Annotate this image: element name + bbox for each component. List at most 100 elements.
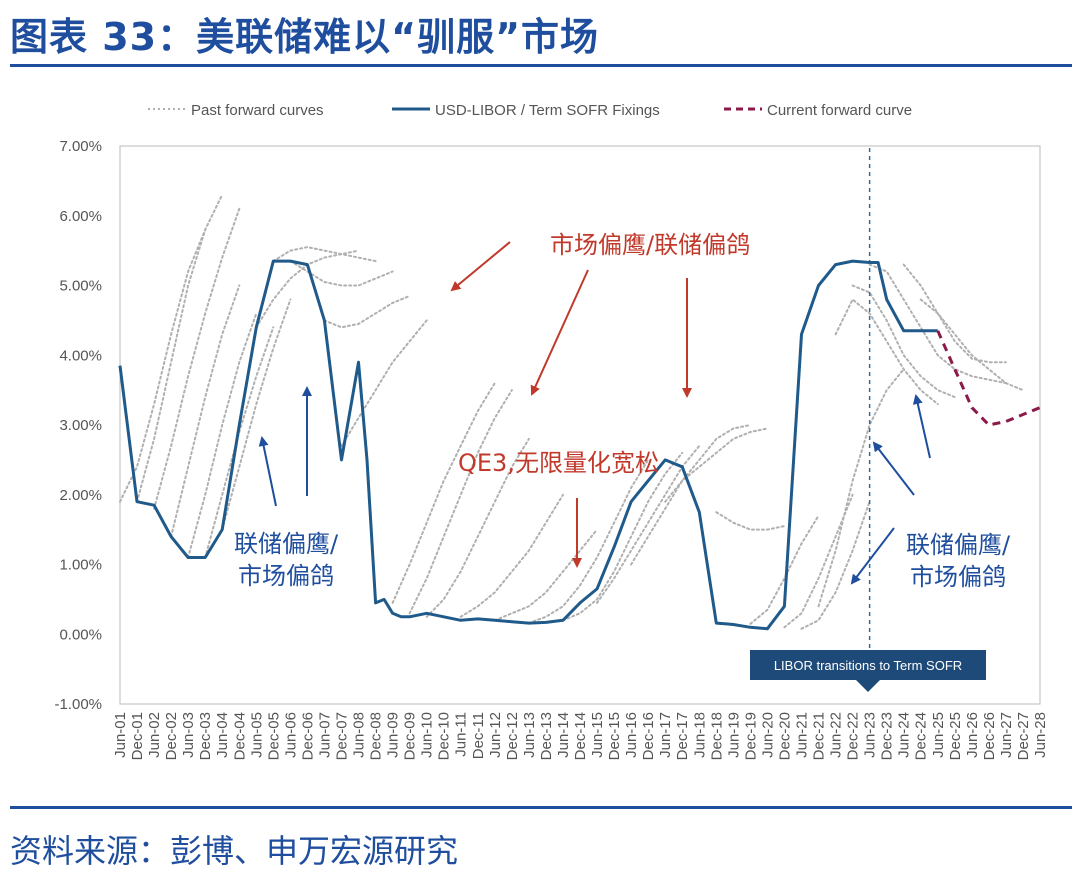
x-tick-label: Dec-07 [333, 712, 350, 760]
x-tick-label: Jun-19 [725, 712, 742, 758]
plot-area [119, 145, 1041, 705]
past-forward-curve [289, 260, 394, 287]
x-tick-label: Jun-08 [351, 712, 368, 758]
past-forward-curve [425, 437, 530, 618]
x-tick-label: Jun-22 [828, 712, 845, 758]
y-tick-label: 1.00% [59, 557, 102, 574]
x-tick-label: Jun-26 [964, 712, 981, 758]
x-tick-label: Dec-18 [708, 712, 725, 760]
x-tick-label: Jun-20 [759, 712, 776, 758]
annotation-fed-hawkish-right-2: 市场偏鸽 [910, 563, 1006, 591]
blue-annotations: 联储偏鹰/ 市场偏鸽 联储偏鹰/ 市场偏鸽 [234, 386, 1011, 591]
x-tick-label: Dec-23 [879, 712, 896, 760]
source-note: 资料来源：彭博、申万宏源研究 [10, 832, 459, 870]
x-tick-label: Dec-15 [606, 712, 623, 760]
x-tick-label: Dec-21 [811, 712, 828, 760]
legend-past-label: Past forward curves [191, 102, 324, 119]
past-forward-curve [408, 389, 513, 615]
y-tick-label: 0.00% [59, 626, 102, 643]
x-tick-label: Dec-09 [402, 712, 419, 760]
past-forward-curve [340, 319, 428, 447]
x-tick-label: Jun-21 [793, 712, 810, 758]
past-forward-curve [136, 193, 224, 503]
annotation-qe3: QE3,无限量化宽松 [458, 449, 659, 477]
past-forward-curve [459, 493, 564, 618]
x-tick-label: Jun-06 [282, 712, 299, 758]
y-tick-label: 2.00% [59, 487, 102, 504]
x-tick-label: Dec-19 [742, 712, 759, 760]
past-forward-curve [715, 511, 786, 531]
footer-divider [10, 806, 1072, 809]
x-tick-label: Jun-17 [657, 712, 674, 758]
libor-transition-banner: LIBOR transitions to Term SOFR [750, 650, 986, 692]
x-tick-label: Jun-28 [1032, 712, 1049, 758]
past-forward-curve [851, 284, 956, 399]
x-tick-label: Jun-12 [487, 712, 504, 758]
x-tick-label: Dec-13 [538, 712, 555, 760]
x-tick-label: Jun-16 [623, 712, 640, 758]
x-tick-label: Jun-04 [214, 712, 231, 758]
past-forward-curve [902, 263, 1007, 364]
x-tick-label: Dec-02 [163, 712, 180, 760]
x-tick-label: Jun-03 [180, 712, 197, 758]
y-axis: 7.00% 6.00% 5.00% 4.00% 3.00% 2.00% 1.00% 0.00%… [54, 138, 102, 713]
fixings-line [118, 259, 938, 631]
x-tick-label: Dec-03 [197, 712, 214, 760]
rate-chart: Past forward curves USD-LIBOR / Term SOF… [54, 102, 1049, 760]
x-tick-label: Jun-02 [146, 712, 163, 758]
x-tick-label: Dec-22 [845, 712, 862, 760]
past-forward-curve [170, 284, 241, 538]
x-tick-label: Dec-27 [1015, 712, 1032, 760]
past-forward-curve [562, 451, 684, 622]
x-tick-label: Jun-13 [521, 712, 538, 758]
x-tick-label: Dec-01 [129, 712, 146, 760]
arrow-blue-5 [912, 394, 931, 459]
y-tick-label: 7.00% [59, 138, 102, 155]
x-tick-label: Jun-25 [930, 712, 947, 758]
x-tick-label: Dec-16 [640, 712, 657, 760]
arrow-blue-1 [258, 436, 277, 507]
x-tick-label: Jun-05 [248, 712, 265, 758]
x-tick-label: Jun-10 [419, 712, 436, 758]
chart-legend: Past forward curves USD-LIBOR / Term SOF… [148, 102, 912, 119]
annotation-fed-hawkish-right-1: 联储偏鹰/ [906, 531, 1011, 559]
past-forward-curve [630, 424, 752, 566]
x-tick-label: Jun-11 [453, 712, 470, 757]
banner-shape [750, 650, 986, 692]
annotation-fed-hawkish-left-2: 市场偏鸽 [238, 562, 334, 590]
x-tick-label: Jun-24 [896, 712, 913, 758]
x-tick-label: Dec-14 [572, 712, 589, 760]
past-forward-curve [221, 298, 292, 531]
past-forward-curve [783, 493, 854, 629]
past-forward-curve [817, 368, 905, 608]
past-forward-curve [800, 500, 871, 630]
arrow-red-2 [530, 269, 589, 396]
past-forward-curve [749, 514, 820, 625]
x-tick-label: Dec-25 [947, 712, 964, 760]
past-forward-curve [493, 528, 598, 622]
past-forward-curve [272, 246, 377, 263]
arrow-blue-4 [872, 441, 915, 496]
annotation-market-hawkish: 市场偏鹰/联储偏鸽 [550, 231, 750, 259]
x-tick-label: Jun-01 [112, 712, 129, 758]
red-annotations: 市场偏鹰/联储偏鸽 QE3,无限量化宽松 [450, 231, 750, 568]
x-tick-label: Dec-05 [265, 712, 282, 760]
past-forward-curve [187, 312, 258, 559]
current-forward-curve-line [936, 330, 1041, 427]
past-forward-curve [527, 458, 650, 625]
past-forward-curve [664, 427, 769, 503]
annotation-fed-hawkish-left-1: 联储偏鹰/ [234, 530, 339, 558]
title-divider [10, 64, 1072, 67]
x-tick-label: Jun-15 [589, 712, 606, 758]
x-tick-label: Jun-27 [998, 712, 1015, 758]
x-tick-label: Dec-24 [913, 712, 930, 760]
x-tick-label: Dec-10 [436, 712, 453, 760]
x-tick-label: Dec-06 [299, 712, 316, 760]
legend-fixings-label: USD-LIBOR / Term SOFR Fixings [435, 102, 660, 119]
past-forward-curve [919, 298, 1024, 392]
past-forward-curve [391, 382, 496, 604]
series-lines [118, 259, 1041, 631]
y-tick-label: 6.00% [59, 208, 102, 225]
x-tick-label: Dec-12 [504, 712, 521, 760]
x-tick-label: Dec-08 [368, 712, 385, 760]
